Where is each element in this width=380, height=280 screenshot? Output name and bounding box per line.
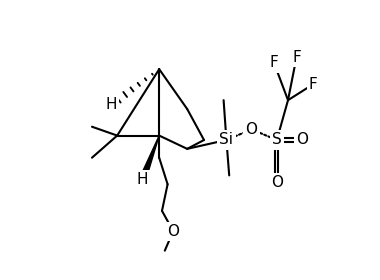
Text: O: O [296,132,308,148]
Text: F: F [270,55,279,71]
Text: O: O [271,175,283,190]
Text: F: F [292,50,301,65]
Text: S: S [272,132,282,148]
Polygon shape [139,136,159,181]
Text: O: O [167,224,179,239]
Text: Si: Si [219,132,233,148]
Text: H: H [106,97,117,112]
Text: O: O [245,122,258,137]
Text: H: H [137,172,148,187]
Text: F: F [309,77,318,92]
